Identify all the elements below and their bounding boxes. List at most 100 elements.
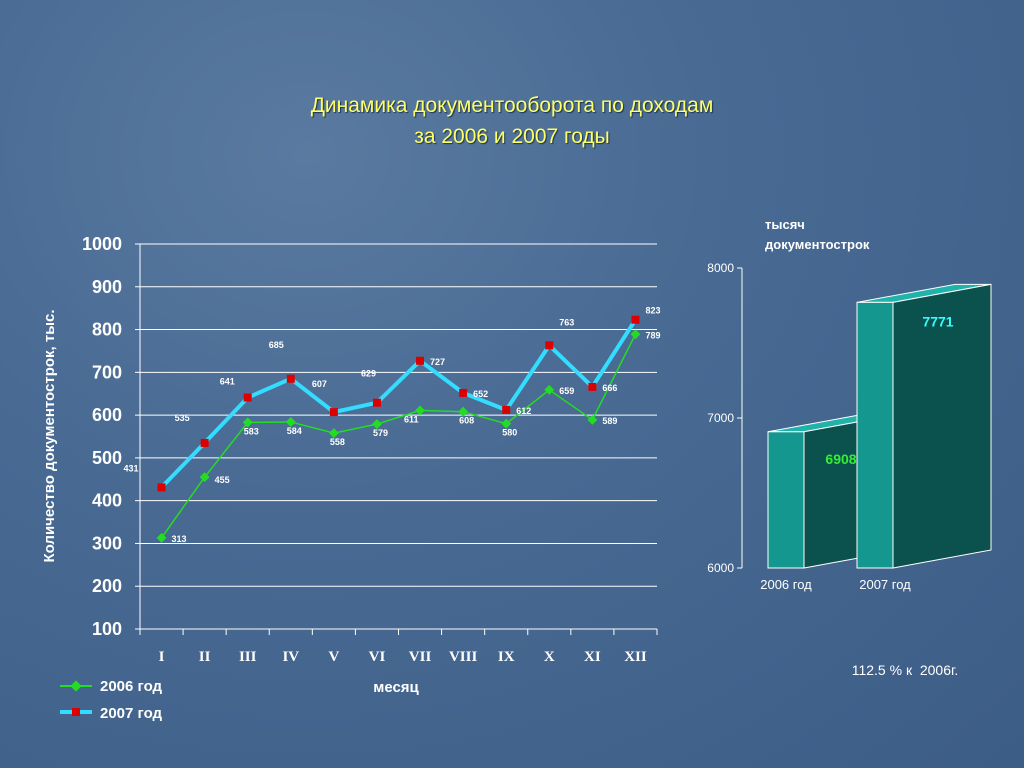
data-label-2006: 583 [244,426,259,436]
data-label-2007: 685 [269,340,284,350]
point-2007 [459,388,468,397]
x-tick-label: VIII [449,649,478,665]
data-label-2007: 641 [220,377,235,387]
bar-unit-label-line-1: тысяч [765,217,805,232]
y-tick-label: 900 [92,277,122,297]
point-2006 [501,418,512,429]
data-label-2007: 763 [559,317,574,327]
data-label-2007: 535 [175,413,190,423]
title-line-2: за 2006 и 2007 годы [414,125,610,148]
bar-front-face [856,301,894,569]
x-tick-label: X [544,649,555,665]
x-tick-label: V [328,649,339,665]
data-label-2007: 612 [516,406,531,416]
data-label-2007: 652 [473,389,488,399]
bar-category-label: 2006 год [760,577,812,592]
data-label-2006: 584 [287,426,302,436]
data-label-2006: 608 [459,416,474,426]
legend-label-2007: 2007 год [100,705,163,722]
y-tick-label: 700 [92,362,122,382]
series-line-2006 [160,333,637,539]
series-line-2007 [160,318,638,489]
point-2006 [285,417,296,427]
data-label-2007: 629 [361,369,376,379]
data-label-2006: 313 [172,534,187,544]
y-tick-label: 300 [92,533,122,553]
x-tick-labels: I II III IV V VI VII VIII IX X XI XII [159,649,647,665]
bar-front-face [767,431,805,569]
y-tick-label: 400 [92,491,122,511]
bar-y-tick-label: 7000 [707,411,734,425]
point-2007 [416,356,425,365]
slide-title: Динамика документооборота по доходам за … [0,90,1024,152]
point-2006 [587,414,598,425]
title-line-1: Динамика документооборота по доходам [310,94,714,117]
y-tick-label: 200 [92,576,122,596]
gridlines [140,243,657,587]
y-axis-title: Количество документострок, тыс. [41,309,58,562]
data-label-2006: 611 [404,414,419,424]
bar-value-label: 6908 [825,451,856,467]
point-2007 [243,393,252,402]
data-label-2007: 666 [602,383,617,393]
bar-y-tick-label: 6000 [707,561,734,575]
point-2006 [415,405,425,416]
data-labels: 313 455 583 584 558 579 611 608 580 659 589 789 431 5… [124,306,661,544]
y-tick-label: 600 [92,405,122,425]
y-tick-label: 100 [92,619,122,639]
x-tick-label: III [239,649,257,665]
point-2006 [630,329,641,340]
data-label-2006: 455 [215,475,230,485]
bar-unit-label-line-2: документострок [765,237,870,252]
x-tick-label: XII [624,649,647,665]
point-2007 [372,398,381,407]
data-label-2006: 579 [373,428,388,438]
legend-marker-2007 [72,708,80,716]
point-2007 [157,483,166,492]
point-2007 [502,405,511,414]
data-label-2006: 789 [645,330,660,340]
legend: 2006 год 2007 год [60,678,163,722]
x-tick-label: VII [409,649,432,665]
point-2006 [328,428,339,439]
data-label-2007: 727 [430,357,445,367]
point-2006 [242,417,253,428]
bar-y-tick-label: 8000 [707,261,734,275]
point-2006 [156,532,167,543]
data-label-2006: 580 [502,428,517,438]
bar-category-label: 2007 год [859,577,911,592]
bar-axis: 6000 7000 8000 [707,261,743,575]
x-tick-label: IX [498,649,515,665]
x-tick-label: II [199,649,211,665]
data-label-2006: 558 [330,437,345,447]
point-2006 [199,472,210,483]
point-2006 [544,384,555,395]
point-2007 [631,315,640,324]
data-label-2007: 607 [312,379,327,389]
legend-label-2006: 2006 год [100,678,163,695]
data-label-2006: 659 [559,386,574,396]
bars-group: 6908 2006 год 7771 2007 год [760,283,992,592]
point-2007 [588,382,597,391]
data-label-2007: 823 [645,306,660,316]
y-tick-label: 500 [92,448,122,468]
x-axis-title: месяц [373,679,419,696]
x-tick-label: IV [282,649,299,665]
series-group [156,315,641,543]
axes [135,243,658,635]
point-2006 [458,406,469,417]
data-label-2007: 431 [124,463,139,473]
point-2007 [329,408,338,417]
data-label-2006: 589 [602,416,617,426]
point-2006 [372,419,382,430]
x-tick-label: XI [584,649,601,665]
y-tick-label: 1000 [82,234,122,254]
point-2007 [200,438,209,447]
bar-2007: 7771 [856,283,992,569]
x-tick-label: I [159,649,165,665]
point-2007 [545,341,554,350]
bar-value-label: 7771 [922,313,953,329]
point-2007 [286,374,295,383]
